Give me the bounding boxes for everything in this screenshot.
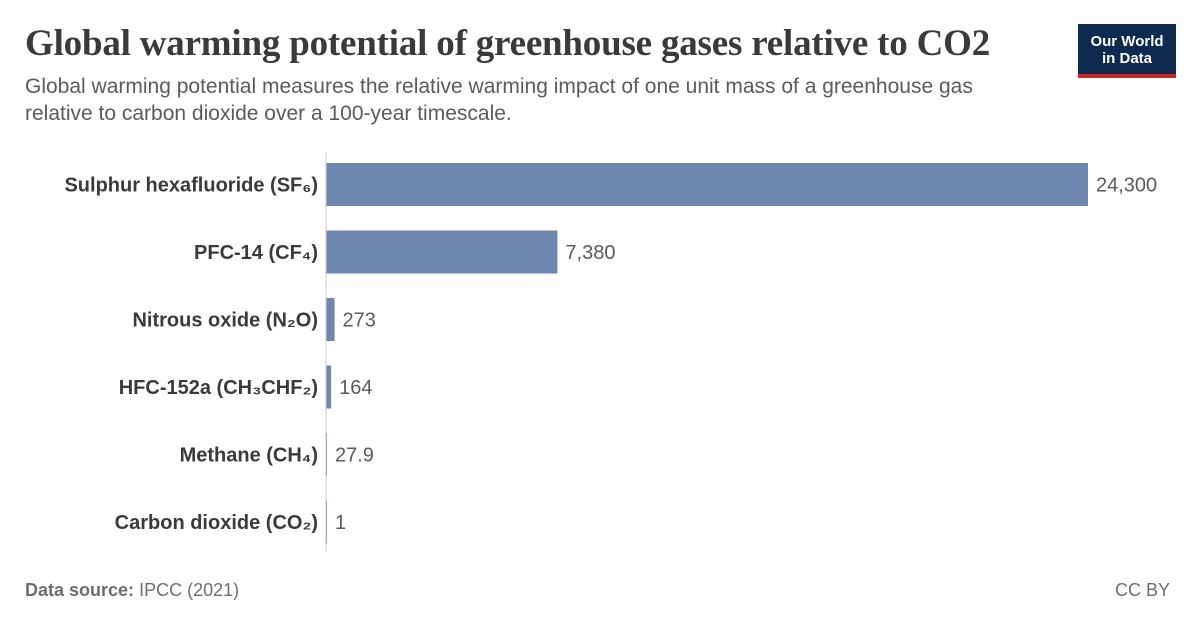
data-source-label: Data source: (25, 580, 135, 600)
category-label-1: PFC-14 (CF₄) (194, 242, 318, 264)
owid-logo[interactable]: Our World in Data (1078, 24, 1176, 78)
data-source: Data source: IPCC (2021) (25, 580, 239, 601)
logo-line-2: in Data (1101, 50, 1152, 67)
value-label-3: 164 (339, 377, 372, 399)
data-source-value[interactable]: IPCC (2021) (139, 580, 240, 600)
category-label-5: Carbon dioxide (CO₂) (115, 512, 318, 534)
chart-title: Global warming potential of greenhouse g… (25, 23, 991, 64)
category-label-4: Methane (CH₄) (180, 445, 318, 467)
value-label-2: 273 (343, 310, 376, 332)
chart-subtitle: Global warming potential measures the re… (25, 75, 973, 125)
category-label-3: HFC-152a (CH₃CHF₂) (119, 377, 318, 399)
value-label-1: 7,380 (565, 242, 615, 264)
logo-line-1: Our World (1090, 33, 1164, 50)
bar-1[interactable] (326, 230, 558, 274)
category-label-2: Nitrous oxide (N₂O) (132, 310, 318, 332)
license-link[interactable]: CC BY (1114, 580, 1170, 600)
bar-0[interactable] (326, 163, 1088, 206)
bar-2[interactable] (326, 298, 335, 341)
bar-3[interactable] (326, 365, 332, 409)
value-label-5: 1 (335, 512, 346, 534)
value-label-0: 24,300 (1096, 175, 1157, 197)
category-label-0: Sulphur hexafluoride (SF₆) (64, 175, 318, 197)
value-label-4: 27.9 (335, 445, 374, 467)
